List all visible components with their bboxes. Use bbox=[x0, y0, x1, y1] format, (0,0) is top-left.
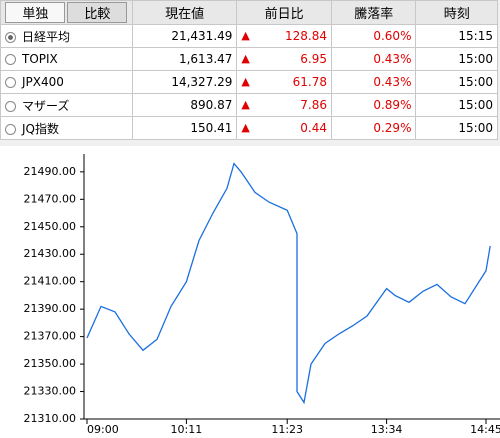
name: マザーズ bbox=[22, 98, 70, 113]
up-arrow: ▲ bbox=[241, 98, 250, 111]
x-tick-label: 10:11 bbox=[171, 423, 203, 436]
x-tick-label: 13:34 bbox=[371, 423, 403, 436]
cell: 21,431.49 bbox=[131, 24, 238, 48]
name: JQ指数 bbox=[22, 121, 59, 136]
x-tick-label: 11:23 bbox=[271, 423, 303, 436]
column-header: 時刻 bbox=[415, 0, 498, 25]
cell: 15:15 bbox=[415, 24, 498, 48]
cell: ▲ 61.78 bbox=[236, 70, 332, 94]
radio[interactable] bbox=[5, 54, 16, 65]
price-line bbox=[86, 162, 491, 405]
header-row: 単独 比較 現在値 前日比 騰落率 時刻 bbox=[0, 0, 498, 25]
radio[interactable] bbox=[5, 31, 16, 43]
value: 1,613.47 bbox=[178, 52, 233, 66]
index-name: 日経平均 bbox=[0, 24, 133, 48]
radio[interactable] bbox=[5, 77, 16, 88]
row[interactable]: JQ指数 150.41 ▲ 0.44 0.29% 15:00 bbox=[0, 116, 498, 140]
y-tick-label: 21330.00 bbox=[24, 385, 77, 398]
cell: ▲ 128.84 bbox=[236, 24, 332, 48]
cell: 150.41 bbox=[131, 116, 238, 140]
y-tick-label: 21410.00 bbox=[24, 275, 77, 288]
chart: 21310.00 21330.00 21350.00 21370.00 21390.00… bbox=[0, 146, 500, 438]
value: 15:00 bbox=[458, 52, 493, 66]
row[interactable]: TOPIX 1,613.47 ▲ 6.95 0.43% 15:00 bbox=[0, 47, 498, 71]
cell: ▲ 6.95 bbox=[236, 47, 332, 71]
value: 890.87 bbox=[190, 98, 233, 112]
row[interactable]: 日経平均 21,431.49 ▲ 128.84 0.60% 15:15 bbox=[0, 24, 498, 48]
index-name: マザーズ bbox=[0, 93, 133, 117]
cell: 890.87 bbox=[131, 93, 238, 117]
value: 0.43% bbox=[373, 52, 412, 66]
value: 14,327.29 bbox=[171, 75, 233, 89]
value: 0.29% bbox=[373, 121, 412, 135]
value: 0.89% bbox=[373, 98, 412, 112]
cell: 0.43% bbox=[330, 70, 417, 94]
row[interactable]: JPX400 14,327.29 ▲ 61.78 0.43% 15:00 bbox=[0, 70, 498, 94]
index-name: JPX400 bbox=[0, 70, 133, 94]
column-header: 騰落率 bbox=[330, 0, 417, 25]
chart-bg bbox=[0, 146, 500, 438]
name: 日経平均 bbox=[22, 29, 71, 44]
y-tick-label: 21430.00 bbox=[24, 247, 77, 260]
value: 21,431.49 bbox=[171, 29, 233, 43]
cell: 15:00 bbox=[415, 116, 498, 140]
column-header: 現在値 bbox=[131, 0, 238, 25]
tabs: 単独 比較 bbox=[0, 0, 133, 25]
up-arrow: ▲ bbox=[241, 52, 250, 65]
tab[interactable]: 比較 bbox=[67, 2, 128, 23]
tab[interactable]: 単独 bbox=[5, 2, 66, 23]
value: 128.84 bbox=[284, 29, 327, 43]
row[interactable]: マザーズ 890.87 ▲ 7.86 0.89% 15:00 bbox=[0, 93, 498, 117]
cell: 0.89% bbox=[330, 93, 417, 117]
y-tick-label: 21490.00 bbox=[24, 165, 77, 178]
cell: 0.60% bbox=[330, 24, 417, 48]
radio[interactable] bbox=[5, 123, 16, 135]
cell: ▲ 7.86 bbox=[236, 93, 332, 117]
name: TOPIX bbox=[22, 52, 58, 66]
cell: 14,327.29 bbox=[131, 70, 238, 94]
index-name: JQ指数 bbox=[0, 116, 133, 140]
name: JPX400 bbox=[22, 75, 64, 89]
cell: 1,613.47 bbox=[131, 47, 238, 71]
up-arrow: ▲ bbox=[241, 29, 250, 42]
value: 0.44 bbox=[300, 121, 327, 135]
y-tick-label: 21470.00 bbox=[24, 192, 77, 205]
y-tick-label: 21310.00 bbox=[24, 412, 77, 425]
value: 15:00 bbox=[458, 75, 493, 89]
y-tick-label: 21450.00 bbox=[24, 220, 77, 233]
cell: ▲ 0.44 bbox=[236, 116, 332, 140]
cell: 15:00 bbox=[415, 93, 498, 117]
x-tick-label: 14:45 bbox=[470, 423, 500, 436]
up-arrow: ▲ bbox=[241, 75, 250, 88]
value: 7.86 bbox=[300, 98, 327, 112]
value: 15:15 bbox=[458, 29, 493, 43]
value: 6.95 bbox=[300, 52, 327, 66]
cell: 0.43% bbox=[330, 47, 417, 71]
value: 150.41 bbox=[190, 121, 233, 135]
radio[interactable] bbox=[5, 100, 16, 112]
y-tick-label: 21350.00 bbox=[24, 357, 77, 370]
value: 15:00 bbox=[458, 121, 493, 135]
cell: 0.29% bbox=[330, 116, 417, 140]
value: 0.43% bbox=[373, 75, 412, 89]
value: 61.78 bbox=[292, 75, 327, 89]
value: 0.60% bbox=[373, 29, 412, 43]
value: 15:00 bbox=[458, 98, 493, 112]
x-tick-label: 09:00 bbox=[87, 423, 119, 436]
index-name: TOPIX bbox=[0, 47, 133, 71]
y-tick-label: 21390.00 bbox=[24, 302, 77, 315]
y-tick-label: 21370.00 bbox=[24, 330, 77, 343]
cell: 15:00 bbox=[415, 70, 498, 94]
quote-table: 単独 比較 現在値 前日比 騰落率 時刻日経平均 21,431.49 ▲ 128.84 0.60%… bbox=[0, 0, 498, 140]
cell: 15:00 bbox=[415, 47, 498, 71]
up-arrow: ▲ bbox=[241, 121, 250, 134]
column-header: 前日比 bbox=[236, 0, 332, 25]
